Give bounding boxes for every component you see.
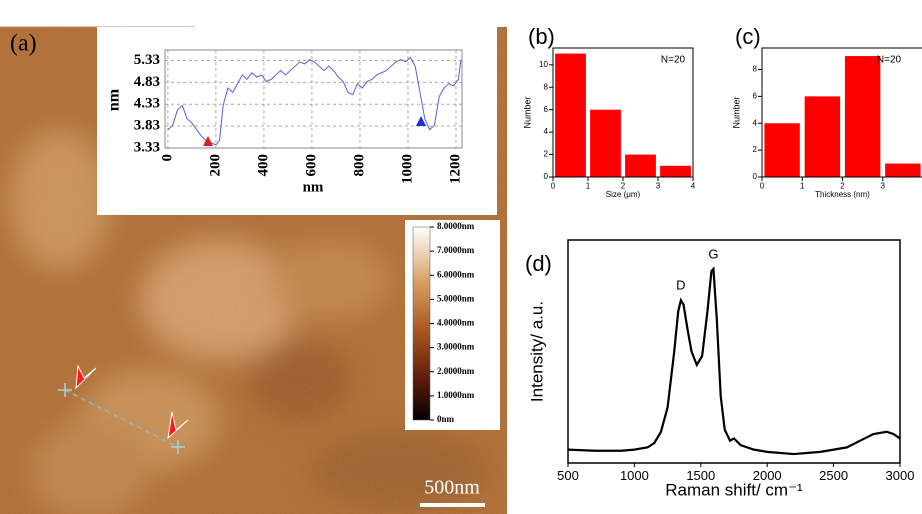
x-tick-label: 1000 [399, 154, 415, 184]
y-tick-label: 0 [544, 172, 549, 181]
colorbar-label: 0nm [437, 414, 455, 424]
colorbar-label: 5.0000nm [437, 293, 475, 303]
y-tick-label: 3.33 [134, 139, 160, 155]
y-tick-label: 4.33 [134, 96, 160, 112]
colorbar-label: 6.0000nm [437, 269, 475, 279]
bar [660, 165, 691, 177]
y-axis-label: nm [106, 88, 123, 111]
scale-bar-label: 500nm [424, 477, 480, 499]
x-axis-label: Raman shift/ cm⁻¹ [665, 480, 803, 499]
bar [590, 109, 621, 177]
x-tick-label: 200 [207, 154, 223, 177]
cut-ends [58, 383, 185, 454]
annotation: N=20 [661, 55, 686, 66]
panel-label: (d) [525, 251, 552, 276]
cut-marker [167, 411, 189, 440]
bar [844, 56, 881, 177]
bar [804, 96, 841, 177]
y-tick-label: 3.83 [134, 118, 160, 134]
colorbar-label: 2.0000nm [437, 366, 475, 376]
x-tick-label: 3 [656, 181, 661, 190]
x-tick-label: 1500 [686, 468, 715, 483]
colorbar-label: 7.0000nm [437, 245, 475, 255]
x-tick-label: 0 [159, 154, 175, 162]
profile-cursor [203, 136, 213, 146]
y-tick-label: 0 [753, 172, 758, 181]
y-tick-label: 8 [753, 65, 758, 74]
profile-cursor [416, 116, 426, 126]
y-tick-label: 2 [544, 150, 549, 159]
y-tick-label: 10 [539, 60, 548, 69]
panel-label: (a) [10, 31, 37, 57]
x-tick-label: 1 [586, 181, 591, 190]
peak-label: G [708, 246, 718, 261]
panel-label: (b) [528, 24, 555, 49]
y-tick-label: 4 [753, 118, 758, 127]
x-tick-label: 2000 [753, 468, 782, 483]
x-tick-label: 0 [760, 181, 765, 190]
x-axis-label: nm [303, 179, 324, 195]
axes-frame [164, 49, 463, 149]
y-axis-label: Number [731, 96, 741, 128]
bar [625, 154, 656, 177]
y-tick-label: 4 [544, 127, 549, 136]
annotation: N=20 [877, 55, 902, 66]
x-tick-label: 3000 [886, 468, 915, 483]
x-tick-label: 600 [303, 154, 319, 177]
colorbar [412, 226, 431, 421]
colorbar-label: 4.0000nm [437, 318, 475, 328]
y-tick-label: 8 [544, 82, 549, 91]
data-line [167, 56, 462, 146]
x-tick-label: 1000 [620, 468, 649, 483]
x-axis-label: Thickness (nm) [815, 190, 870, 199]
colorbar-label: 3.0000nm [437, 342, 475, 352]
x-tick-label: 4 [691, 181, 696, 190]
x-tick-label: 2 [840, 181, 845, 190]
peak-label: D [676, 278, 685, 293]
y-axis-label: Number [522, 96, 532, 128]
y-tick-label: 4.83 [134, 74, 160, 90]
inset-background [97, 27, 497, 215]
y-tick-label: 5.33 [134, 52, 160, 68]
cut-marker [75, 364, 97, 390]
x-tick-label: 800 [351, 154, 367, 177]
bar [555, 53, 586, 177]
data-line [567, 266, 901, 456]
colorbar-label: 1.0000nm [437, 390, 475, 400]
bar [764, 123, 800, 177]
y-axis-label: Intensity/ a.u. [527, 301, 546, 402]
line-cut [64, 389, 179, 448]
x-tick-label: 400 [255, 154, 271, 177]
y-tick-label: 6 [544, 105, 549, 114]
x-tick-label: 2 [621, 181, 626, 190]
colorbar-label: 8.0000nm [437, 221, 475, 231]
y-tick-label: 2 [753, 145, 758, 154]
axes-frame [567, 239, 901, 464]
x-tick-label: 2500 [819, 468, 848, 483]
x-axis-label: Size (μm) [606, 190, 641, 199]
x-tick-label: 0 [551, 181, 556, 190]
panel-label: (c) [735, 24, 761, 49]
bar [885, 163, 921, 177]
y-tick-label: 6 [753, 91, 758, 100]
x-tick-label: 1 [800, 181, 805, 190]
x-tick-label: 1200 [447, 154, 463, 184]
x-tick-label: 3 [881, 181, 886, 190]
x-tick-label: 500 [557, 468, 579, 483]
